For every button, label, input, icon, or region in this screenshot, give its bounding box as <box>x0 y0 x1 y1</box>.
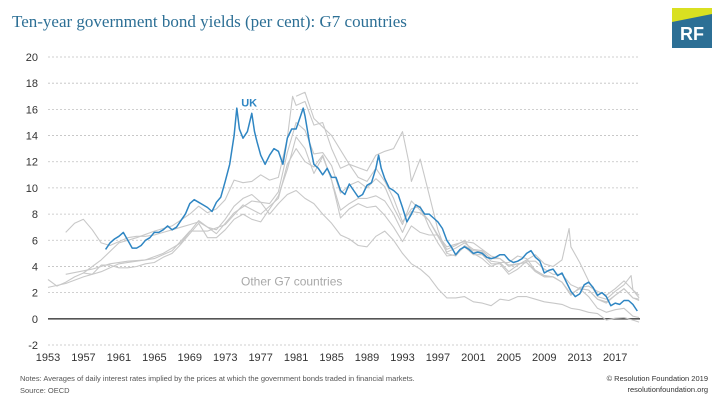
x-tick-label: 1985 <box>319 352 343 364</box>
x-tick-label: 2009 <box>532 352 556 364</box>
credits-block: © Resolution Foundation 2019 resolutionf… <box>607 373 708 395</box>
series-line-other-3 <box>65 121 640 303</box>
credit-line-1: © Resolution Foundation 2019 <box>606 374 708 383</box>
x-tick-label: 1953 <box>36 352 60 364</box>
x-tick-label: 1977 <box>248 352 272 364</box>
x-tick-label: 1961 <box>107 352 131 364</box>
x-tick-label: 1965 <box>142 352 166 364</box>
x-tick-label: 2013 <box>567 352 591 364</box>
y-tick-label: 12 <box>26 157 38 169</box>
series-line-other-1 <box>47 136 640 296</box>
y-tick-label: 8 <box>32 209 38 221</box>
series-line-other-4 <box>83 95 640 319</box>
rf-logo-text: RF <box>680 24 704 44</box>
series-lines <box>47 91 640 323</box>
grid-lines <box>48 56 640 346</box>
y-tick-label: 0 <box>32 314 38 326</box>
x-tick-label: 2017 <box>603 352 627 364</box>
y-tick-label: 18 <box>26 78 38 90</box>
series-line-other-5 <box>295 91 640 300</box>
y-tick-label: 6 <box>32 235 38 247</box>
y-tick-label: 14 <box>26 131 38 143</box>
x-tick-label: 1997 <box>426 352 450 364</box>
x-tick-label: 1969 <box>178 352 202 364</box>
y-tick-label: 4 <box>32 261 38 273</box>
notes-block: Notes: Averages of daily interest rates … <box>20 373 415 397</box>
other-g7-label: Other G7 countries <box>241 274 342 288</box>
x-tick-label: 1993 <box>390 352 414 364</box>
chart-title: Ten-year government bond yields (per cen… <box>12 12 407 31</box>
x-tick-label: 1989 <box>355 352 379 364</box>
y-tick-label: 16 <box>26 104 38 116</box>
x-tick-label: 2001 <box>461 352 485 364</box>
x-tick-label: 1981 <box>284 352 308 364</box>
series-line-other-2 <box>47 148 640 304</box>
notes-text: Notes: Averages of daily interest rates … <box>20 374 415 383</box>
x-tick-label: 1957 <box>71 352 95 364</box>
series-line-other-0 <box>65 189 640 323</box>
y-tick-label: -2 <box>28 340 38 352</box>
y-tick-label: 2 <box>32 288 38 300</box>
rf-logo-accent <box>672 8 712 22</box>
y-tick-label: 10 <box>26 183 38 195</box>
x-axis-ticks: 1953 1957 1961 1965 1969 1973 1977 1981 1985 1989… <box>36 352 628 364</box>
rf-logo: RF <box>672 8 712 48</box>
source-text: Source: OECD <box>20 386 70 395</box>
series-line-uk <box>104 107 638 312</box>
x-tick-label: 1973 <box>213 352 237 364</box>
uk-label: UK <box>241 98 257 110</box>
credit-line-2: resolutionfoundation.org <box>627 385 708 394</box>
x-tick-label: 2005 <box>497 352 521 364</box>
y-tick-label: 20 <box>26 52 38 64</box>
